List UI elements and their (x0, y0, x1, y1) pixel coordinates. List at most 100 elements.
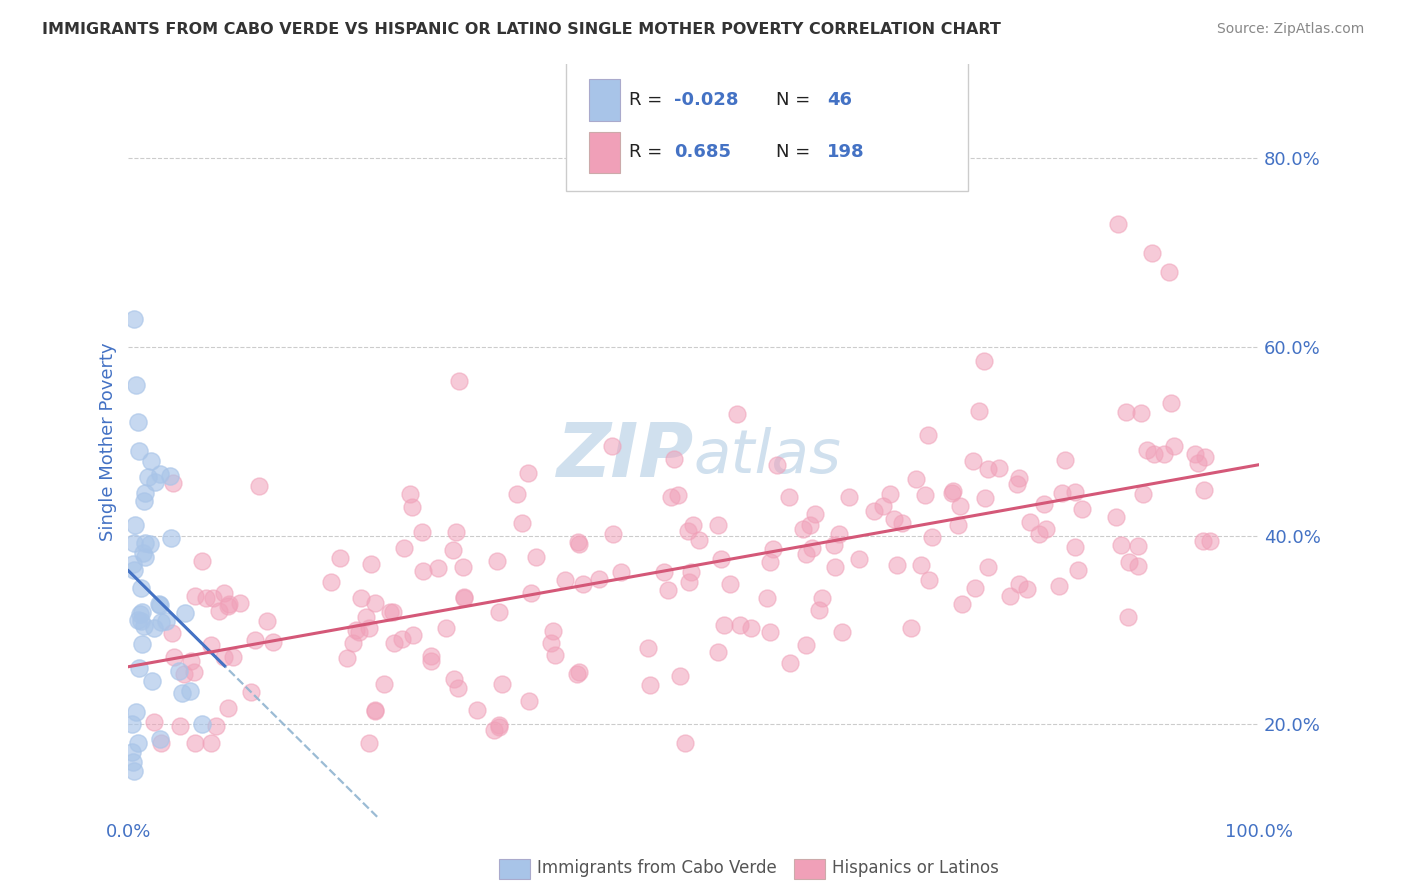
Point (121, 717, 143, 731)
Point (831, 625, 853, 640)
Point (872, 500, 894, 514)
Point (891, 516, 914, 531)
Point (229, 596, 252, 610)
Point (1194, 450, 1216, 464)
Point (218, 597, 240, 611)
Text: ZIP: ZIP (557, 420, 693, 493)
Point (363, 596, 385, 610)
Text: atlas: atlas (693, 427, 842, 486)
Point (122, 755, 145, 769)
Point (848, 552, 870, 566)
Point (678, 574, 700, 589)
Point (1157, 264, 1180, 278)
Point (132, 619, 155, 633)
Point (444, 524, 467, 539)
Point (823, 537, 845, 551)
Point (794, 638, 817, 652)
Point (122, 764, 145, 779)
Point (134, 535, 156, 549)
Point (344, 623, 367, 637)
Point (759, 555, 782, 569)
Point (941, 484, 963, 499)
Point (172, 685, 194, 699)
Point (1071, 501, 1094, 516)
Point (163, 649, 186, 664)
Point (838, 490, 860, 504)
Point (465, 703, 488, 717)
Point (401, 500, 423, 514)
Point (1066, 563, 1088, 577)
Point (122, 536, 145, 550)
Point (1035, 522, 1057, 536)
Point (173, 606, 195, 620)
Point (382, 605, 405, 619)
Point (419, 654, 441, 668)
Point (1118, 555, 1140, 569)
Point (1132, 487, 1154, 501)
Point (451, 560, 474, 574)
Point (149, 736, 172, 750)
Point (827, 526, 849, 541)
Point (1053, 453, 1076, 467)
Point (718, 577, 741, 591)
Point (364, 703, 387, 717)
Point (127, 736, 149, 750)
Point (342, 636, 364, 650)
Point (349, 591, 371, 605)
Text: 46: 46 (827, 90, 852, 109)
Point (1005, 476, 1028, 491)
Point (879, 487, 901, 501)
Point (1184, 447, 1206, 461)
Point (1126, 558, 1149, 573)
Point (373, 676, 395, 690)
Point (399, 486, 422, 500)
Point (127, 613, 149, 627)
Point (804, 507, 827, 521)
Point (212, 649, 235, 664)
Point (149, 732, 172, 747)
Point (134, 486, 156, 500)
Point (544, 648, 567, 662)
Point (657, 583, 679, 598)
Point (1064, 540, 1087, 554)
Point (357, 621, 380, 635)
Point (128, 443, 150, 458)
Point (139, 537, 162, 551)
Point (191, 717, 214, 731)
Point (136, 470, 159, 484)
Point (214, 585, 236, 599)
Point (447, 681, 470, 695)
Point (799, 517, 821, 532)
Point (973, 353, 995, 368)
Point (977, 560, 1000, 574)
Point (1163, 439, 1185, 453)
Point (148, 598, 170, 612)
Point (766, 458, 789, 473)
Point (134, 549, 156, 564)
Point (808, 602, 831, 616)
Point (1015, 582, 1038, 597)
Point (243, 632, 266, 647)
Point (1191, 534, 1213, 549)
Point (169, 718, 191, 732)
Point (319, 574, 342, 589)
Point (1028, 526, 1050, 541)
Point (124, 518, 146, 533)
Point (602, 439, 624, 453)
Point (779, 656, 801, 670)
Text: IMMIGRANTS FROM CABO VERDE VS HISPANIC OR LATINO SINGLE MOTHER POVERTY CORRELATI: IMMIGRANTS FROM CABO VERDE VS HISPANIC O… (42, 22, 1001, 37)
Point (602, 526, 624, 541)
Point (1064, 484, 1087, 499)
Point (963, 582, 986, 596)
Point (567, 535, 589, 549)
Point (524, 550, 547, 565)
Point (740, 621, 762, 635)
Point (910, 558, 932, 572)
Point (572, 576, 595, 591)
Point (1192, 483, 1215, 497)
Point (143, 621, 166, 635)
Point (190, 554, 212, 568)
Point (506, 487, 529, 501)
Point (710, 552, 733, 566)
Point (568, 665, 591, 679)
